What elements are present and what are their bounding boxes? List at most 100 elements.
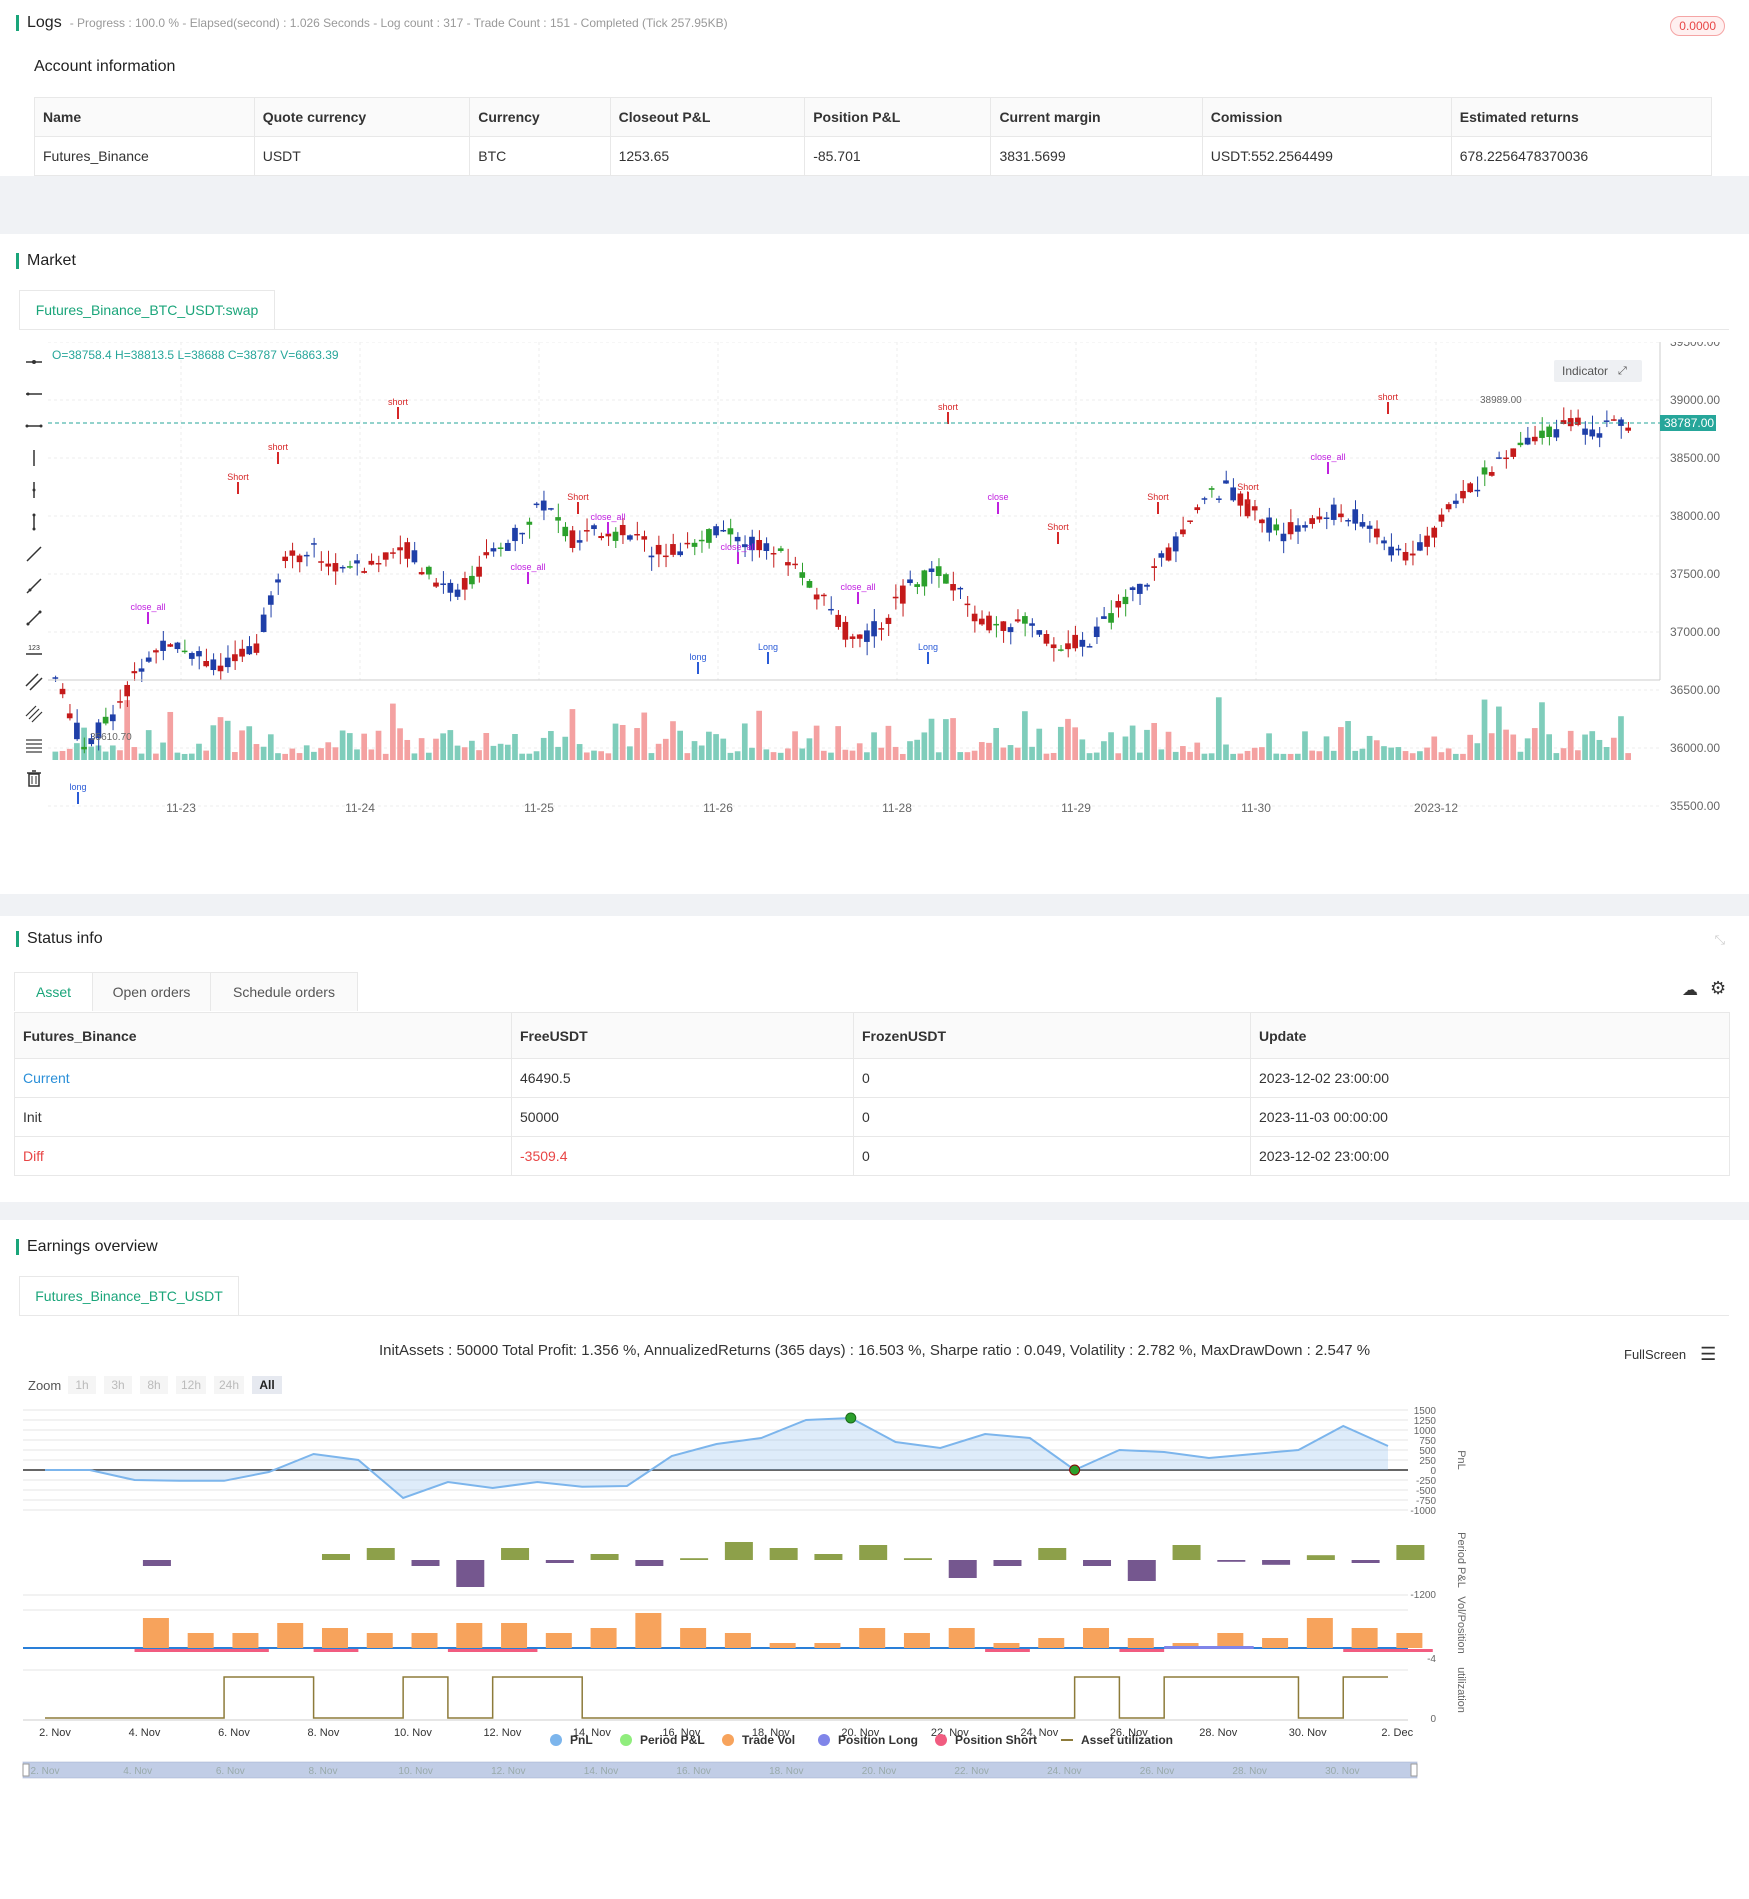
- candle-body: [978, 618, 985, 625]
- candle-body: [756, 539, 762, 551]
- volume-bar: [1122, 736, 1129, 760]
- earnings-chart[interactable]: 1500125010007505002500-250-500-750-1000-…: [0, 1400, 1749, 1899]
- period-pnl-bar: [142, 1560, 171, 1566]
- zoom-12h[interactable]: 12h: [176, 1376, 206, 1394]
- price-line-icon[interactable]: 123: [24, 640, 44, 660]
- candle-body: [928, 568, 935, 572]
- zoom-1h[interactable]: 1h: [68, 1376, 96, 1394]
- logs-title: Logs - Progress : 100.0 % - Elapsed(seco…: [16, 14, 728, 32]
- candle-body: [1007, 627, 1014, 633]
- cloud-download-icon[interactable]: ☁: [1682, 982, 1698, 999]
- volume-bar: [1452, 753, 1459, 760]
- fib-retracement-icon[interactable]: [24, 736, 44, 756]
- trend-line-icon[interactable]: [24, 544, 44, 564]
- volume-bar: [662, 738, 669, 760]
- trade-vol-bar: [321, 1628, 348, 1648]
- segment-line-icon[interactable]: [24, 608, 44, 628]
- candle-body: [741, 544, 748, 548]
- indicator-button[interactable]: Indicator ⤢: [1554, 360, 1642, 382]
- candle-body: [181, 650, 188, 653]
- candle-body: [174, 642, 181, 650]
- candle-body: [1086, 646, 1093, 648]
- candle-body: [677, 551, 683, 556]
- volume-bar: [1287, 753, 1294, 760]
- volume-bar: [892, 746, 899, 760]
- asset-row-label: Init: [14, 1097, 512, 1137]
- vertical-line-icon[interactable]: [24, 480, 44, 500]
- candle-body: [1460, 490, 1466, 499]
- horizontal-segment-icon[interactable]: [24, 416, 44, 436]
- trade-vol-bar: [456, 1623, 483, 1648]
- volume-bar: [777, 752, 784, 760]
- candle-body: [1567, 418, 1574, 427]
- volume-bar: [1445, 748, 1452, 760]
- tab-schedule-orders[interactable]: Schedule orders: [210, 972, 358, 1011]
- volume-bar: [1510, 734, 1517, 760]
- earnings-title-text: Earnings overview: [27, 1238, 158, 1255]
- zoom-all[interactable]: All: [252, 1376, 282, 1394]
- volume-bar: [1273, 753, 1280, 760]
- account-cell: -85.701: [804, 136, 992, 176]
- period-pnl-bar: [993, 1560, 1022, 1566]
- volume-bar: [1539, 702, 1545, 760]
- trade-vol-bar: [187, 1633, 214, 1648]
- volume-bar: [619, 724, 626, 760]
- candlestick-chart[interactable]: longShortshortshortShortclose_alllongLon…: [48, 342, 1748, 842]
- vertical-ray-icon[interactable]: [24, 448, 44, 468]
- candle-body: [325, 563, 332, 567]
- legend-label: Asset utilization: [1081, 1733, 1173, 1747]
- volume-bar: [792, 731, 798, 760]
- zoom-3h[interactable]: 3h: [104, 1376, 132, 1394]
- candle-body: [1194, 507, 1201, 511]
- parallel-channel-icon[interactable]: [24, 672, 44, 692]
- menu-icon[interactable]: ☰: [1700, 1344, 1717, 1364]
- fullscreen-button[interactable]: FullScreen ☰: [1624, 1344, 1716, 1365]
- candle-body: [1000, 621, 1007, 631]
- volume-bar: [361, 733, 367, 760]
- candle-body: [375, 563, 382, 565]
- logs-badge[interactable]: 0.0000: [1670, 16, 1725, 36]
- settings-gear-icon[interactable]: ⚙: [1710, 978, 1727, 998]
- candle-body: [124, 684, 130, 697]
- candle-body: [828, 608, 834, 611]
- ray-line-icon[interactable]: [24, 576, 44, 596]
- earnings-title: Earnings overview: [16, 1238, 158, 1256]
- candle-body: [1122, 596, 1129, 605]
- zoom-24h[interactable]: 24h: [214, 1376, 244, 1394]
- status-panel: Status info ⤡ Asset Open orders Schedule…: [0, 916, 1749, 1202]
- volume-bar: [727, 752, 734, 760]
- candle-body: [864, 630, 870, 642]
- volume-bar: [1424, 747, 1430, 760]
- candle-body: [469, 575, 475, 585]
- volume-bar: [785, 748, 791, 760]
- collapse-icon[interactable]: ⤡: [1714, 932, 1725, 947]
- volume-bar: [131, 747, 138, 760]
- period-pnl-bar: [501, 1548, 530, 1560]
- fib-channel-icon[interactable]: [24, 704, 44, 724]
- tab-open-orders[interactable]: Open orders: [92, 972, 211, 1011]
- trash-icon[interactable]: [24, 768, 44, 788]
- volume-bar: [1366, 735, 1373, 760]
- horizontal-ray-icon[interactable]: [24, 352, 44, 372]
- tab-asset[interactable]: Asset: [14, 972, 93, 1011]
- zoom-8h[interactable]: 8h: [140, 1376, 168, 1394]
- account-header: Name: [34, 97, 255, 137]
- candle-body: [1280, 533, 1287, 542]
- position-short-bar: [447, 1649, 538, 1652]
- legend-symbol: [722, 1734, 734, 1746]
- trade-vol-bar: [232, 1633, 259, 1648]
- navigator-tick-label: 22. Nov: [954, 1766, 988, 1777]
- account-cell: 3831.5699: [990, 136, 1203, 176]
- horizontal-line-icon[interactable]: [24, 384, 44, 404]
- pnl-tick-label: 0: [1430, 1466, 1436, 1477]
- account-header: Estimated returns: [1450, 97, 1713, 137]
- candle-body: [1582, 428, 1588, 435]
- earnings-symbol-tab[interactable]: Futures_Binance_BTC_USDT: [19, 1276, 239, 1315]
- volume-bar: [260, 746, 267, 760]
- market-symbol-tab[interactable]: Futures_Binance_BTC_USDT:swap: [19, 290, 275, 329]
- x-tick-label: 8. Nov: [308, 1727, 340, 1739]
- volume-bar: [1136, 752, 1143, 760]
- vertical-segment-icon[interactable]: [24, 512, 44, 532]
- x-tick-label: 11-28: [882, 801, 912, 815]
- y-tick-label: 37000.00: [1670, 625, 1720, 639]
